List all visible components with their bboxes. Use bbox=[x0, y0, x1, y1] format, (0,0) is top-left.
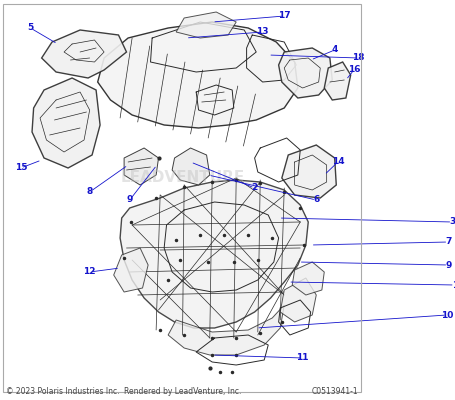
Polygon shape bbox=[280, 278, 316, 322]
Polygon shape bbox=[120, 180, 308, 328]
Text: 11: 11 bbox=[296, 354, 309, 362]
Text: 14: 14 bbox=[332, 158, 344, 166]
Polygon shape bbox=[114, 248, 148, 292]
Polygon shape bbox=[32, 78, 100, 168]
Text: 1: 1 bbox=[452, 280, 455, 290]
Text: 9: 9 bbox=[445, 260, 451, 270]
Text: 7: 7 bbox=[445, 238, 451, 246]
Text: 4: 4 bbox=[332, 46, 338, 54]
Text: Rendered by LeadVenture, Inc.: Rendered by LeadVenture, Inc. bbox=[124, 388, 241, 396]
Text: 16: 16 bbox=[348, 66, 360, 74]
Text: C0513941-1: C0513941-1 bbox=[312, 388, 359, 396]
Polygon shape bbox=[282, 145, 336, 198]
Text: 18: 18 bbox=[353, 54, 365, 62]
Text: 9: 9 bbox=[126, 196, 133, 204]
Text: LEADVENTURE: LEADVENTURE bbox=[121, 170, 245, 186]
Text: 15: 15 bbox=[15, 164, 27, 172]
Text: 17: 17 bbox=[278, 12, 291, 20]
Polygon shape bbox=[42, 30, 126, 78]
Text: 5: 5 bbox=[27, 24, 34, 32]
Text: © 2023 Polaris Industries Inc.: © 2023 Polaris Industries Inc. bbox=[6, 388, 120, 396]
Text: 10: 10 bbox=[440, 310, 453, 320]
Text: 2: 2 bbox=[252, 184, 258, 192]
Text: 8: 8 bbox=[86, 188, 93, 196]
Text: 6: 6 bbox=[313, 196, 319, 204]
Text: 12: 12 bbox=[83, 268, 96, 276]
Polygon shape bbox=[172, 148, 210, 185]
Polygon shape bbox=[324, 62, 351, 100]
Polygon shape bbox=[292, 262, 324, 295]
Text: 3: 3 bbox=[449, 218, 455, 226]
Polygon shape bbox=[124, 148, 158, 185]
Polygon shape bbox=[168, 305, 284, 355]
Polygon shape bbox=[176, 12, 236, 38]
Text: 13: 13 bbox=[256, 28, 269, 36]
Polygon shape bbox=[278, 48, 332, 98]
Polygon shape bbox=[98, 22, 298, 128]
